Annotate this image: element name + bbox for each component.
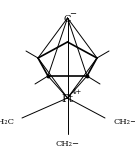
Text: Pt: Pt: [62, 94, 73, 104]
Text: 4+: 4+: [72, 88, 82, 96]
Text: CH₂−: CH₂−: [113, 118, 135, 126]
Text: −H₂C: −H₂C: [0, 118, 14, 126]
Text: C: C: [64, 15, 71, 24]
Text: −: −: [70, 11, 77, 19]
Text: CH₂−: CH₂−: [55, 140, 80, 148]
